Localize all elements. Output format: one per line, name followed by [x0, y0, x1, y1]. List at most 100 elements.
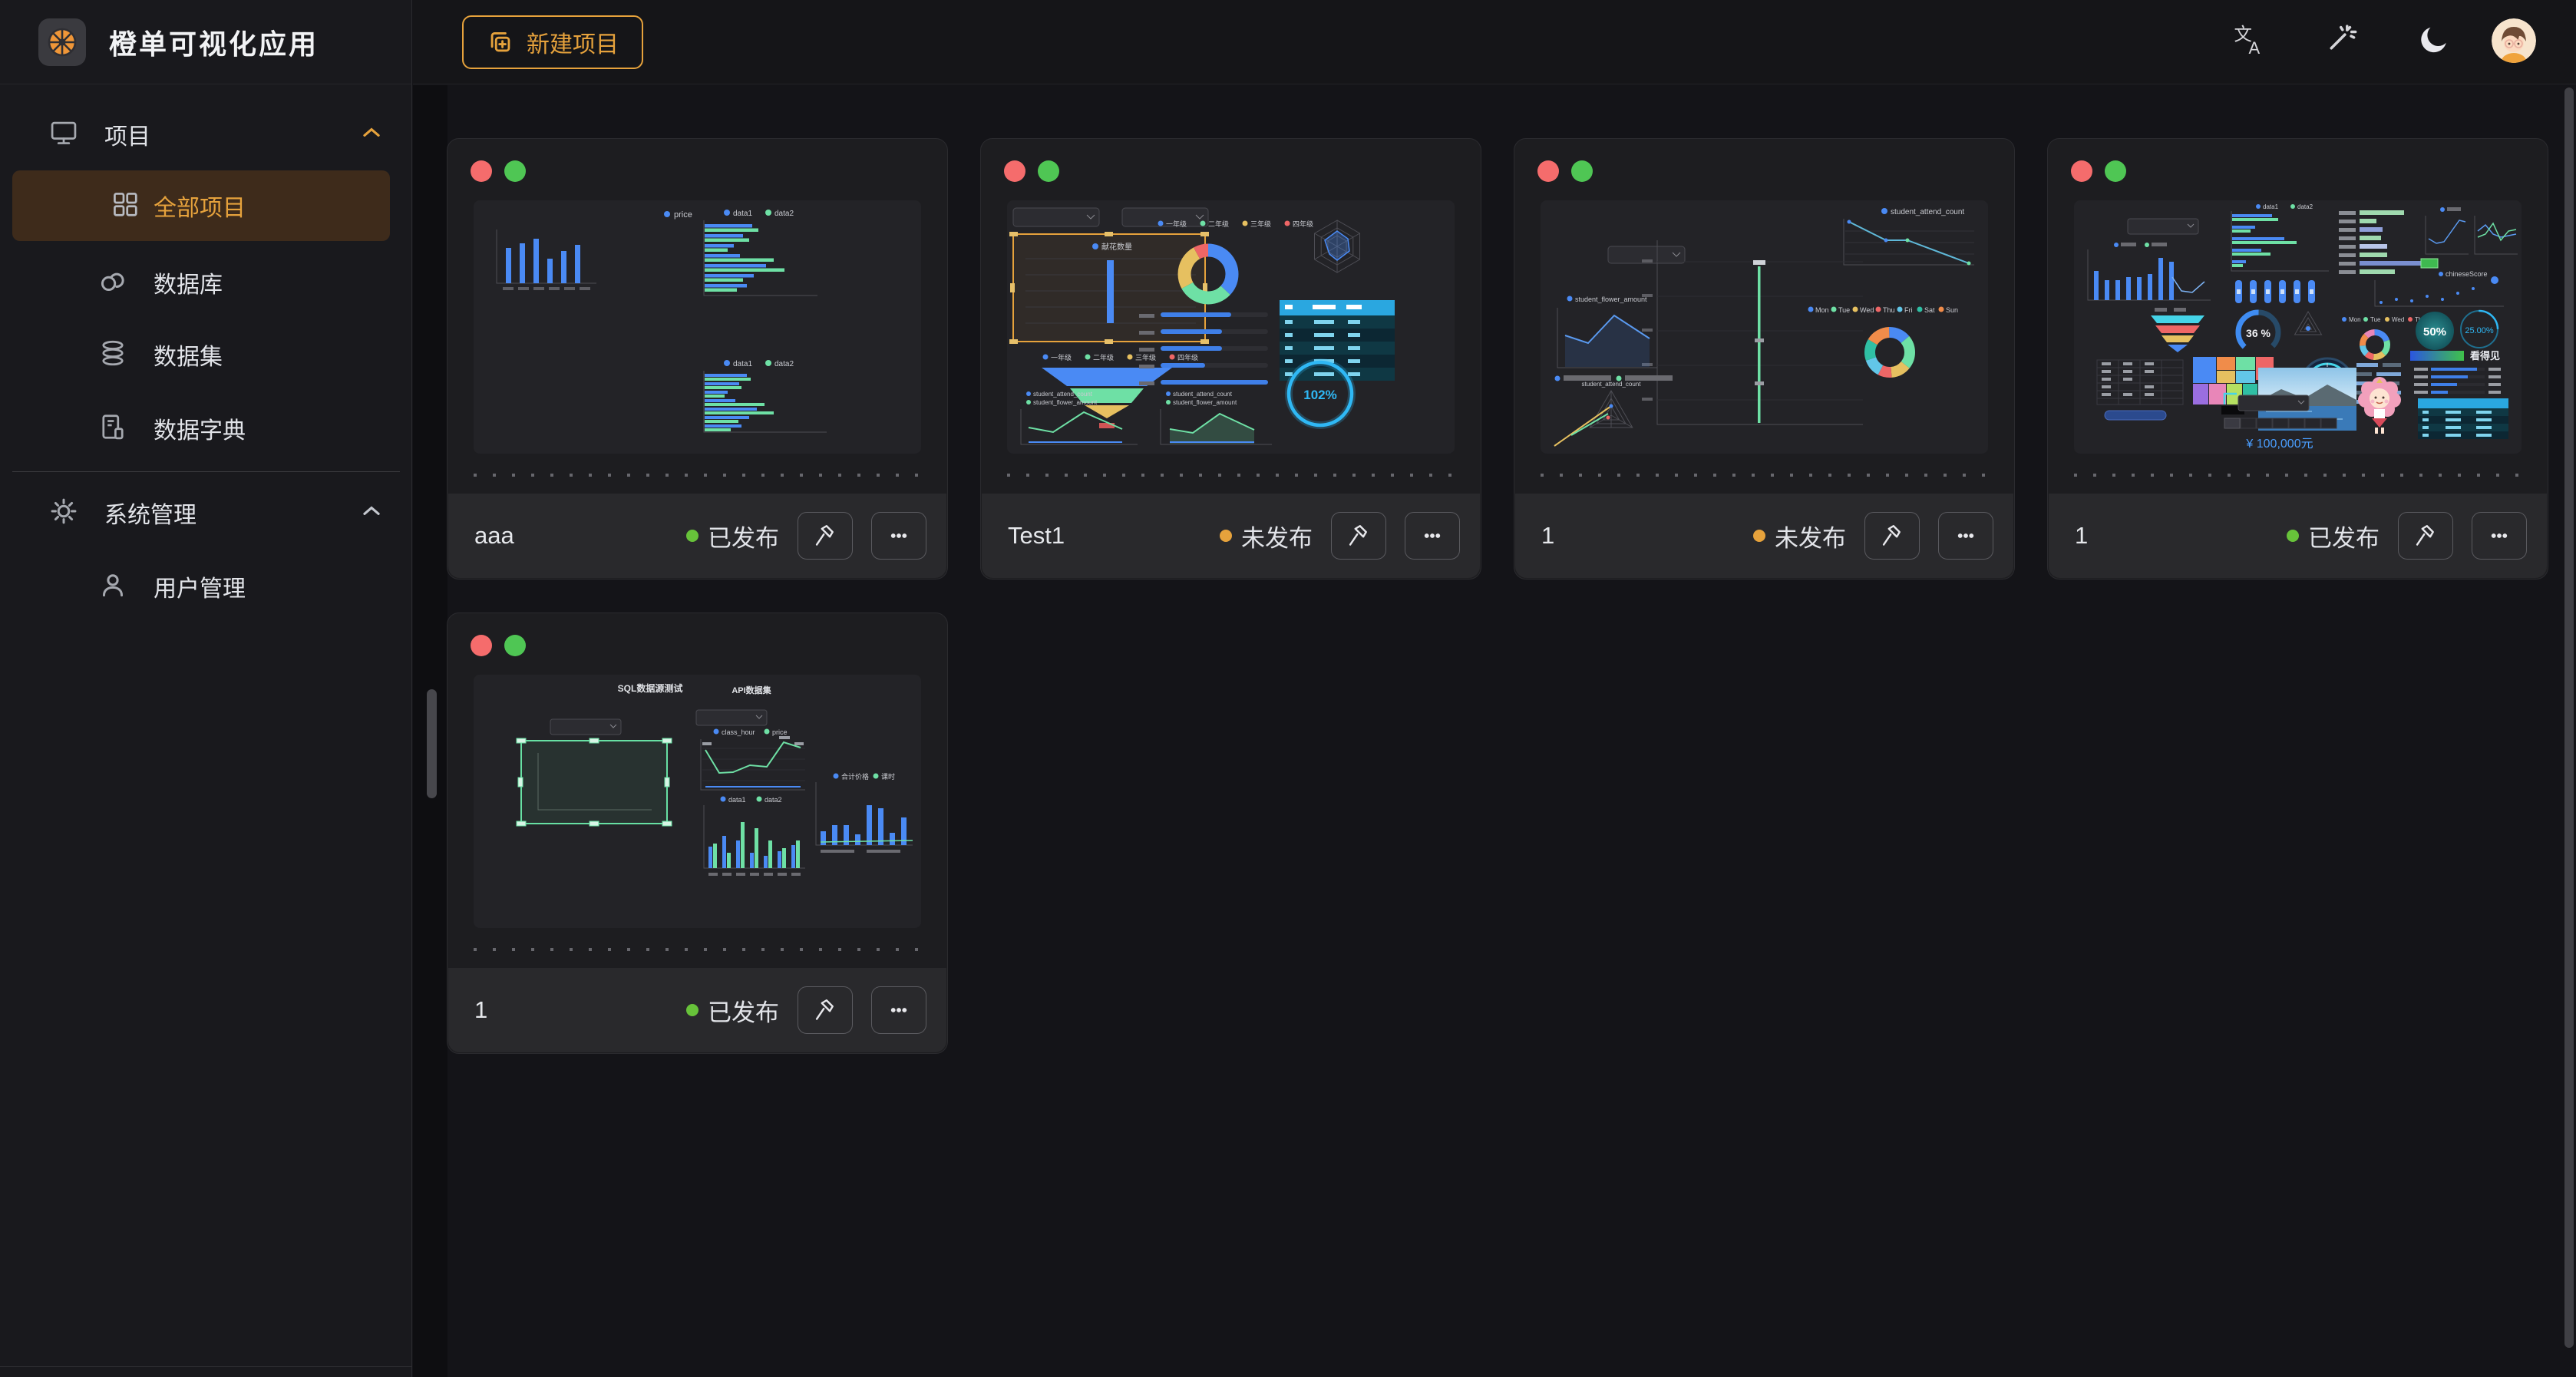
more-actions-button[interactable] [871, 986, 926, 1034]
svg-text:36 %: 36 % [2246, 327, 2271, 339]
svg-text:Fri: Fri [1904, 306, 1913, 314]
card-footer: 1 未发布 [1515, 494, 2013, 578]
green-dot [1571, 160, 1593, 182]
project-card: 献花数量 一年级 二年级 三年级 四年级 一年级 二年级 三年级 四年级 [980, 138, 1481, 580]
edit-project-button[interactable] [1864, 512, 1920, 560]
status-label: 未发布 [1775, 524, 1846, 552]
user-avatar[interactable] [2492, 18, 2536, 63]
status-dot [1220, 530, 1232, 542]
sidebar-item-label: 用户管理 [154, 576, 246, 602]
project-thumbnail[interactable]: data1 data2 [2074, 200, 2522, 454]
new-project-button[interactable]: 新建项目 [462, 15, 643, 69]
card-footer: 1 已发布 [448, 968, 946, 1052]
svg-text:三年级: 三年级 [1250, 220, 1271, 228]
project-name: 1 [474, 996, 488, 1023]
svg-text:data1: data1 [733, 360, 752, 368]
sidebar-item-label: 数据字典 [154, 418, 246, 444]
svg-text:class_hour: class_hour [722, 728, 755, 736]
more-actions-button[interactable] [871, 512, 926, 560]
red-dot [471, 635, 492, 656]
edit-project-button[interactable] [1331, 512, 1386, 560]
project-card: SQL数据源测试 API数据集 class_hour price dat [447, 613, 948, 1054]
red-dot [471, 160, 492, 182]
edit-project-button[interactable] [798, 512, 853, 560]
project-thumbnail[interactable]: SQL数据源测试 API数据集 class_hour price dat [474, 675, 921, 928]
svg-text:25.00%: 25.00% [2465, 326, 2494, 335]
svg-text:文: 文 [2234, 24, 2251, 44]
project-card: price data1 data2 [447, 138, 948, 580]
project-card: data1 data2 [2047, 138, 2548, 580]
edit-project-button[interactable] [2398, 512, 2453, 560]
sidebar-item-user-management[interactable]: 用户管理 [0, 551, 412, 622]
more-actions-button[interactable] [2472, 512, 2527, 560]
svg-text:Mon: Mon [2349, 316, 2361, 323]
svg-text:四年级: 四年级 [1177, 353, 1198, 362]
svg-text:price: price [772, 728, 788, 736]
svg-text:A: A [2249, 38, 2261, 56]
sidebar-item-dictionary[interactable]: 数据字典 [0, 393, 412, 464]
green-dot [1038, 160, 1059, 182]
svg-text:三年级: 三年级 [1135, 353, 1156, 362]
app-title: 橙单可视化应用 [109, 28, 319, 60]
sidebar-divider [12, 471, 400, 472]
svg-text:Wed: Wed [2392, 316, 2404, 323]
svg-text:Sat: Sat [1924, 306, 1935, 314]
monitor-icon [49, 118, 78, 151]
svg-text:data2: data2 [774, 210, 794, 218]
svg-text:课时: 课时 [881, 772, 895, 781]
left-scrollbar-thumb[interactable] [427, 689, 437, 798]
sidebar-bottom-divider [0, 1366, 412, 1367]
svg-text:API数据集: API数据集 [732, 685, 771, 695]
green-dot [2105, 160, 2126, 182]
svg-text:student_flower_amount: student_flower_amount [1173, 399, 1237, 406]
status-label: 已发布 [708, 524, 779, 552]
svg-text:¥ 100,000元: ¥ 100,000元 [2245, 438, 2313, 451]
right-scrollbar-thumb[interactable] [2564, 88, 2574, 1348]
grid-icon [111, 190, 140, 223]
dotted-separator [2074, 474, 2522, 477]
svg-text:data1: data1 [733, 210, 752, 218]
svg-text:data2: data2 [2297, 203, 2313, 210]
svg-text:chineseScore: chineseScore [2446, 270, 2488, 278]
red-dot [2071, 160, 2092, 182]
project-thumbnail[interactable]: price data1 data2 [474, 200, 921, 454]
link-icon [98, 266, 127, 299]
svg-text:二年级: 二年级 [1208, 220, 1229, 228]
user-icon [98, 570, 127, 603]
svg-text:data1: data1 [728, 796, 746, 804]
magic-wand-icon[interactable] [2323, 21, 2358, 57]
sidebar-item-database[interactable]: 数据库 [0, 247, 412, 318]
project-card: student_attend_count Mon Tue Wed Thu Fri [1514, 138, 2015, 580]
sidebar-section-projects[interactable]: 项目 [0, 99, 412, 170]
svg-text:50%: 50% [2423, 325, 2446, 338]
green-dot [504, 160, 526, 182]
sidebar-item-dataset[interactable]: 数据集 [0, 319, 412, 390]
more-actions-button[interactable] [1405, 512, 1460, 560]
sidebar-item-all-projects[interactable]: 全部项目 [12, 170, 390, 241]
svg-text:data2: data2 [765, 796, 782, 804]
project-thumbnail[interactable]: 献花数量 一年级 二年级 三年级 四年级 一年级 二年级 三年级 四年级 [1007, 200, 1455, 454]
status-dot [2287, 530, 2299, 542]
sidebar: 橙单可视化应用 项目 全部项目 [0, 0, 412, 1377]
moon-icon[interactable] [2416, 21, 2452, 57]
status-label: 未发布 [1241, 524, 1313, 552]
dictionary-icon [98, 412, 127, 445]
svg-text:一年级: 一年级 [1051, 353, 1072, 362]
sidebar-section-system[interactable]: 系统管理 [0, 477, 412, 548]
edit-project-button[interactable] [798, 986, 853, 1034]
chevron-up-icon [362, 126, 381, 144]
sidebar-header: 橙单可视化应用 [0, 0, 412, 84]
project-thumbnail[interactable]: student_attend_count Mon Tue Wed Thu Fri [1541, 200, 1988, 454]
status-dot [1753, 530, 1765, 542]
more-actions-button[interactable] [1938, 512, 1993, 560]
svg-text:Thu: Thu [1883, 306, 1895, 314]
project-name: 1 [2075, 522, 2089, 549]
sidebar-item-label: 全部项目 [154, 196, 246, 221]
chevron-up-icon [362, 504, 381, 522]
language-icon[interactable]: 文 A [2232, 21, 2267, 57]
dotted-separator [1541, 474, 1988, 477]
svg-text:一年级: 一年级 [1166, 220, 1187, 228]
card-footer: aaa 已发布 [448, 494, 946, 578]
svg-text:献花数量: 献花数量 [1101, 242, 1132, 252]
